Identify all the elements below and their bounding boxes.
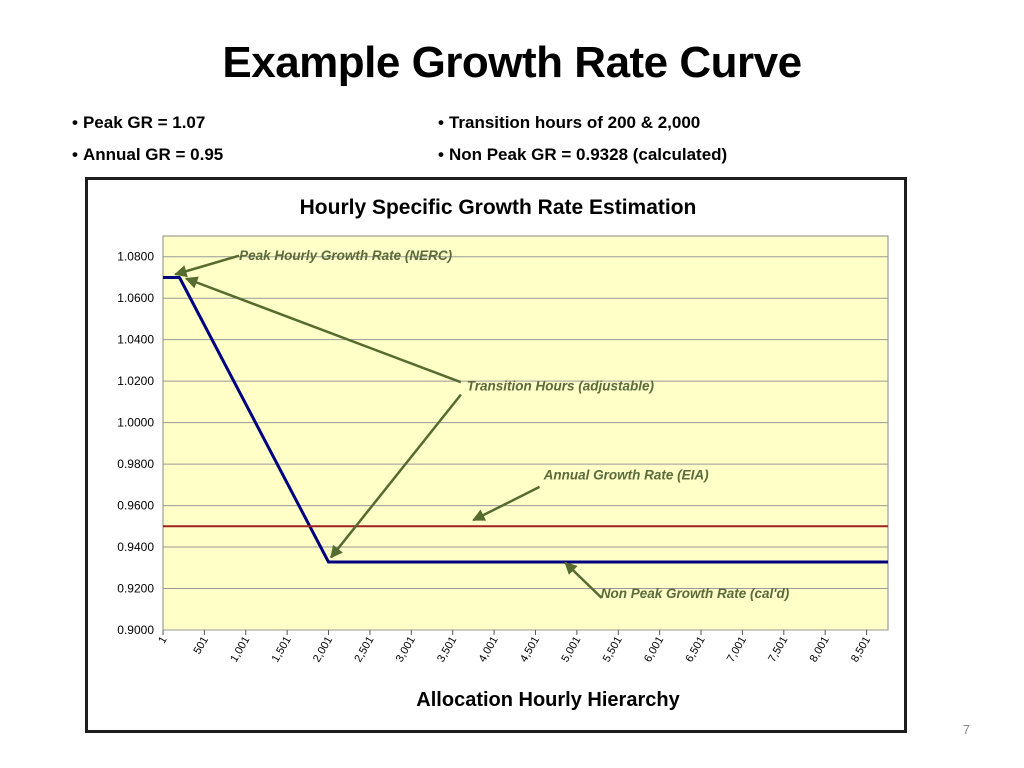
plot-area (162, 235, 889, 631)
x-tick-label: 4,001 (477, 635, 501, 665)
y-tick-label: 0.9600 (117, 499, 154, 513)
x-tick-label: 2,001 (311, 635, 335, 665)
bullet-transition-hours: Transition hours of 200 & 2,000 (438, 110, 727, 142)
y-tick-label: 1.0800 (117, 250, 154, 264)
growth-rate-chart: Hourly Specific Growth Rate Estimation 0… (117, 196, 889, 711)
x-tick-label: 8,501 (849, 635, 873, 665)
bullet-list-left: Peak GR = 1.07 Annual GR = 0.95 (72, 110, 223, 174)
page-number: 7 (962, 722, 970, 737)
y-axis: 0.9000 0.9200 0.9400 0.9600 0.9800 1.0000 1.02… (117, 250, 154, 637)
bullet-annual-gr: Annual GR = 0.95 (72, 142, 223, 174)
x-tick-label: 3,501 (435, 635, 459, 665)
y-tick-label: 0.9200 (117, 582, 154, 596)
y-tick-label: 1.0600 (117, 291, 154, 305)
y-tick-label: 0.9000 (117, 623, 154, 637)
annotation-label: Non Peak Growth Rate (cal'd) (601, 586, 790, 601)
annotation-label: Annual Growth Rate (EIA) (543, 468, 710, 483)
x-tick-label: 7,501 (766, 635, 790, 665)
annotation-arrow (472, 485, 541, 522)
annotation-arrow (564, 561, 603, 599)
bullet-list-right: Transition hours of 200 & 2,000 Non Peak… (438, 110, 727, 174)
x-tick-label: 2,501 (352, 635, 376, 665)
x-tick-label: 501 (191, 635, 211, 657)
x-tick-label: 8,001 (808, 635, 832, 665)
x-tick-label: 1,501 (270, 635, 294, 665)
bullet-peak-gr: Peak GR = 1.07 (72, 110, 223, 142)
x-axis: 1 501 1,001 1,501 2,001 2,501 3,001 3,501 4,001 4… (156, 630, 873, 664)
y-tick-label: 1.0200 (117, 374, 154, 388)
x-axis-label: Allocation Hourly Hierarchy (416, 689, 680, 711)
x-tick-label: 5,501 (601, 635, 625, 665)
chart-frame: Hourly Specific Growth Rate Estimation 0… (85, 177, 907, 733)
annotation-arrow (184, 276, 462, 384)
bullet-non-peak-gr: Non Peak GR = 0.9328 (calculated) (438, 142, 727, 174)
slide-title: Example Growth Rate Curve (222, 38, 802, 87)
y-tick-label: 1.0400 (117, 333, 154, 347)
series-lines (163, 276, 888, 564)
annotation-arrow (174, 254, 240, 278)
growth-rate-series-line (163, 276, 888, 564)
x-tick-label: 4,501 (518, 635, 542, 665)
grid-lines (163, 256, 888, 631)
y-tick-label: 0.9800 (117, 457, 154, 471)
annotations: Peak Hourly Growth Rate (NERC) Transition… (174, 248, 790, 601)
x-tick-label: 3,001 (394, 635, 418, 665)
y-tick-label: 0.9400 (117, 540, 154, 554)
x-tick-label: 5,001 (559, 635, 583, 665)
annotation-label: Peak Hourly Growth Rate (NERC) (239, 248, 453, 263)
chart-title: Hourly Specific Growth Rate Estimation (300, 196, 697, 219)
x-tick-label: 1 (156, 635, 169, 646)
x-tick-label: 6,001 (642, 635, 666, 665)
annotation-arrow (329, 393, 462, 559)
x-tick-label: 7,001 (725, 635, 749, 665)
x-tick-label: 6,501 (683, 635, 707, 665)
y-tick-label: 1.0000 (117, 416, 154, 430)
annotation-label: Transition Hours (adjustable) (467, 378, 655, 393)
x-tick-label: 1,001 (228, 635, 252, 665)
